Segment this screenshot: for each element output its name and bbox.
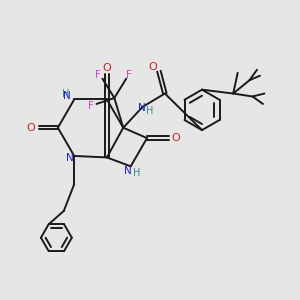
Text: F: F	[95, 70, 101, 80]
Text: F: F	[88, 101, 94, 111]
Text: H: H	[133, 168, 140, 178]
Text: O: O	[148, 62, 157, 72]
Text: N: N	[64, 91, 71, 101]
Text: O: O	[27, 123, 35, 133]
Text: O: O	[171, 133, 180, 143]
Text: N: N	[67, 153, 74, 163]
Text: H: H	[62, 89, 70, 99]
Text: N: N	[124, 166, 132, 176]
Text: H: H	[146, 106, 154, 116]
Text: O: O	[103, 63, 111, 73]
Text: N: N	[138, 103, 146, 113]
Text: F: F	[126, 70, 132, 80]
